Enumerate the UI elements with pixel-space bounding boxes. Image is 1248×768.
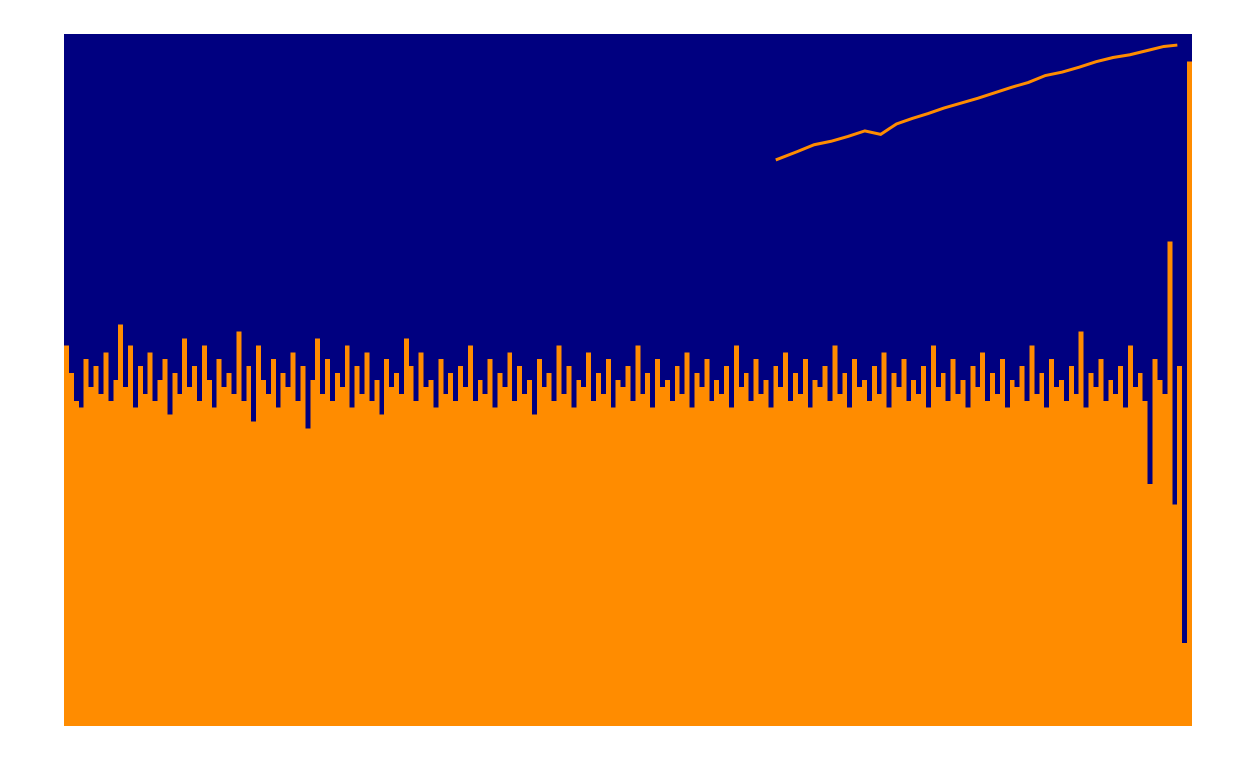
orange-area-series bbox=[64, 61, 1192, 727]
orange-trend-line bbox=[775, 43, 1178, 162]
